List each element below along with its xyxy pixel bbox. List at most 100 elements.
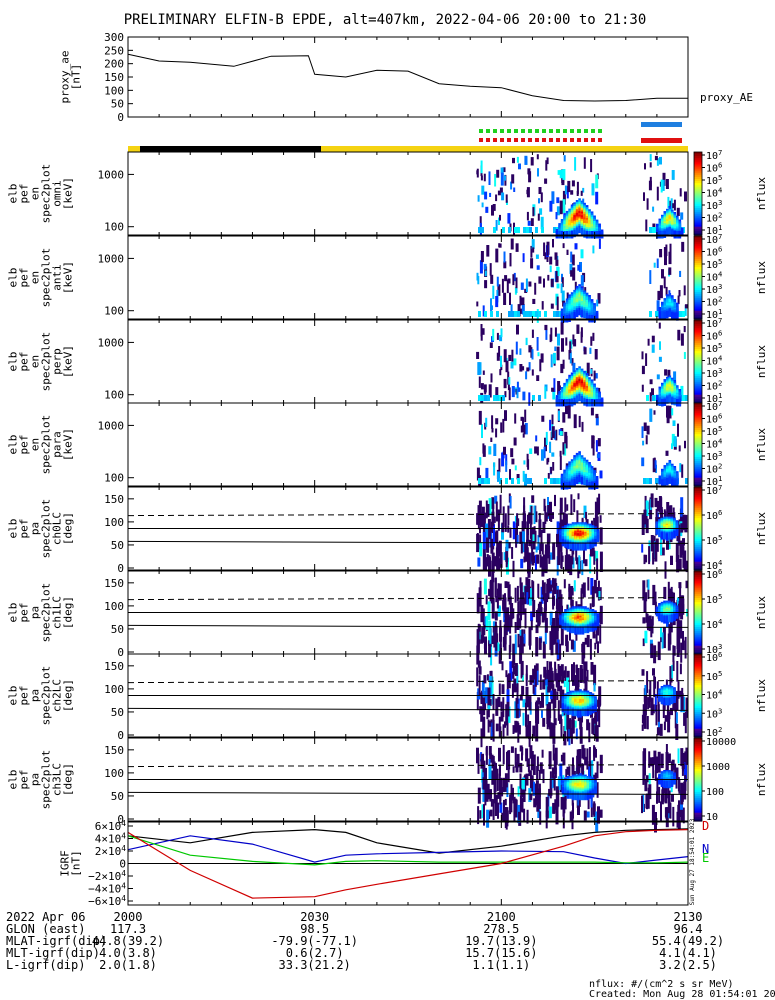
colorbar-segment xyxy=(694,187,702,190)
spectrogram-noise-pixel xyxy=(661,269,664,279)
science-mark-red xyxy=(542,138,546,142)
spectrogram-noise-pixel xyxy=(553,378,556,392)
spectrogram-noise-pixel xyxy=(679,540,683,558)
spectrogram-cell xyxy=(675,611,679,619)
colorbar-segment xyxy=(694,526,702,530)
spectrogram-noise-pixel xyxy=(673,199,676,211)
spectrogram-cell xyxy=(576,543,580,551)
spectrogram-noise-pixel xyxy=(483,263,487,270)
spectrogram-noise-pixel xyxy=(516,156,519,163)
spectrogram-noise-pixel xyxy=(522,417,524,432)
spectrogram-noise-pixel xyxy=(667,633,671,651)
spectrogram-noise-pixel xyxy=(559,431,563,436)
spectrogram-noise-pixel xyxy=(558,589,562,605)
spectrogram-noise-pixel xyxy=(557,267,560,277)
spectrogram-noise-pixel xyxy=(666,405,669,418)
spectrogram-noise-pixel xyxy=(673,645,676,656)
colorbar-tick-label: 105 xyxy=(706,424,722,438)
spectrogram-noise-pixel xyxy=(565,712,568,730)
spectrogram-noise-pixel xyxy=(537,788,541,809)
spectrogram-noise-pixel xyxy=(587,794,590,810)
spectrogram-noise-pixel xyxy=(541,692,544,708)
spectrogram-noise-pixel xyxy=(519,295,522,306)
colorbar-segment xyxy=(694,199,702,203)
low-energy-pixel xyxy=(517,227,520,233)
spectrogram-noise-pixel xyxy=(532,541,536,550)
low-energy-pixel xyxy=(490,311,493,317)
spectrogram-noise-pixel xyxy=(493,632,497,648)
panel-ylabel-3: spec2plot xyxy=(40,332,53,392)
spectrogram-noise-pixel xyxy=(678,582,682,589)
spectrogram-noise-pixel xyxy=(579,727,583,744)
pitch-ytick-label: 0 xyxy=(117,646,124,659)
colorbar-segment xyxy=(694,400,702,404)
colorbar-segment xyxy=(694,583,702,587)
spectrogram-noise-pixel xyxy=(491,754,494,769)
colorbar-segment xyxy=(694,680,702,684)
spectrogram-noise-pixel xyxy=(513,678,517,693)
spectrogram-noise-pixel xyxy=(575,664,578,675)
spectrogram-noise-pixel xyxy=(665,244,668,256)
panel-frame xyxy=(127,235,689,320)
colorbar-tick-label: 107 xyxy=(706,232,722,246)
colorbar-tick-label: 106 xyxy=(706,161,722,175)
colorbar-segment xyxy=(694,600,702,603)
spectrogram-noise-pixel xyxy=(537,168,539,177)
loss-cone-solid-line xyxy=(127,624,689,628)
spectrogram-noise-pixel xyxy=(514,663,518,676)
spectrogram-noise-pixel xyxy=(508,644,511,659)
spectrogram-noise-pixel xyxy=(501,661,504,671)
spectrogram-noise-pixel xyxy=(530,157,534,166)
spectrogram-noise-pixel xyxy=(499,335,503,342)
colorbar-segment xyxy=(694,705,702,709)
pitch-ytick-label: 100 xyxy=(104,516,124,529)
spectrogram-noise-pixel xyxy=(486,710,489,720)
colorbar-segment xyxy=(694,158,702,161)
spectrogram-noise-pixel xyxy=(647,787,650,809)
colorbar-segment xyxy=(694,699,702,703)
spectrogram-noise-pixel xyxy=(510,610,513,627)
spectrogram-noise-pixel xyxy=(496,276,499,287)
spectrogram-noise-pixel xyxy=(519,762,523,773)
spectrogram-noise-pixel xyxy=(538,276,542,284)
spectrogram-noise-pixel xyxy=(542,641,546,659)
spectrogram-noise-pixel xyxy=(649,154,652,162)
spectrogram-noise-pixel xyxy=(502,167,506,173)
colorbar-segment xyxy=(694,465,702,468)
colorbar-segment xyxy=(694,195,702,199)
spectrogram-noise-pixel xyxy=(488,636,491,646)
spectrogram-noise-pixel xyxy=(641,795,643,814)
spectrogram-noise-pixel xyxy=(643,695,647,716)
spectrogram-noise-pixel xyxy=(651,344,655,353)
spectrogram-ch2LC: 150100500elbpefpaspec2plotch2LC[deg]1061… xyxy=(7,650,768,748)
spectrogram-noise-pixel xyxy=(641,457,645,467)
spectrogram-noise-pixel xyxy=(514,587,517,603)
spectrogram-noise-pixel xyxy=(480,324,483,337)
spectrogram-noise-pixel xyxy=(573,339,577,347)
spectrogram-noise-pixel xyxy=(559,497,563,515)
spectrogram-noise-pixel xyxy=(678,800,681,814)
colorbar-segment xyxy=(694,589,702,593)
spectrogram-noise-pixel xyxy=(667,753,671,763)
spectrogram-noise-pixel xyxy=(679,270,682,277)
spectrogram-noise-pixel xyxy=(551,767,555,788)
spectrogram-noise-pixel xyxy=(538,601,542,615)
colorbar-segment xyxy=(694,403,702,406)
spectrogram-cell xyxy=(666,228,669,236)
spectrogram-noise-pixel xyxy=(553,708,556,728)
spectrogram-noise-pixel xyxy=(513,187,516,192)
science-mark-red xyxy=(507,138,511,142)
spectrogram-noise-pixel xyxy=(563,579,566,589)
colorbar-segment xyxy=(694,602,702,605)
spectrogram-noise-pixel xyxy=(480,692,483,704)
spectrogram-noise-pixel xyxy=(672,806,675,827)
colorbar-segment xyxy=(694,346,702,350)
colorbar-segment xyxy=(694,244,702,247)
spectrogram-noise-pixel xyxy=(528,392,531,406)
colorbar-segment xyxy=(694,522,702,525)
spectrogram-noise-pixel xyxy=(520,282,524,290)
spectrogram-noise-pixel xyxy=(540,529,543,552)
colorbar-segment xyxy=(694,656,702,659)
colorbar-segment xyxy=(694,336,702,340)
spectrogram-noise-pixel xyxy=(565,634,569,647)
